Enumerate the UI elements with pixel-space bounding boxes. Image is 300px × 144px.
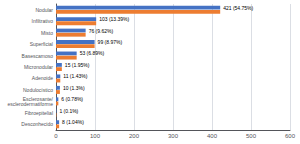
svg-text:300: 300 (168, 133, 179, 139)
svg-text:Basescamoso: Basescamoso (22, 53, 54, 59)
svg-text:8 (1.04%): 8 (1.04%) (62, 119, 84, 125)
svg-text:6 (0.78%): 6 (0.78%) (61, 96, 83, 102)
svg-text:Esclerosante/: Esclerosante/ (22, 95, 53, 102)
svg-text:400: 400 (207, 133, 218, 139)
svg-text:103 (13.39%): 103 (13.39%) (99, 16, 129, 22)
svg-text:0: 0 (54, 133, 58, 139)
svg-text:1 (0.1%): 1 (0.1%) (59, 108, 78, 114)
svg-text:500: 500 (246, 133, 257, 139)
svg-text:Superficial: Superficial (30, 41, 53, 47)
svg-text:Fibroepitelial: Fibroepitelial (25, 110, 53, 116)
svg-text:10 (1.3%): 10 (1.3%) (63, 85, 85, 91)
svg-text:99 (8.97%): 99 (8.97%) (98, 39, 123, 45)
svg-text:421 (54.75%): 421 (54.75%) (223, 5, 253, 11)
svg-text:Nodular: Nodular (35, 7, 53, 13)
svg-text:Micronodular: Micronodular (24, 64, 53, 70)
svg-text:15 (1.95%): 15 (1.95%) (65, 62, 90, 68)
svg-text:53 (6.89%): 53 (6.89%) (80, 50, 105, 56)
svg-text:Nodulocístico: Nodulocístico (23, 87, 53, 93)
svg-text:Infiltrativo: Infiltrativo (32, 18, 54, 24)
svg-text:600: 600 (285, 133, 296, 139)
svg-text:esclerodermatiforme: esclerodermatiforme (7, 101, 53, 107)
svg-text:200: 200 (129, 133, 140, 139)
svg-text:Desconhecido: Desconhecido (21, 121, 53, 127)
svg-text:76 (9.62%): 76 (9.62%) (89, 28, 114, 34)
svg-text:100: 100 (90, 133, 101, 139)
svg-text:Misto: Misto (41, 30, 53, 36)
svg-text:Adenoide: Adenoide (32, 75, 53, 81)
svg-text:11 (1.43%): 11 (1.43%) (63, 73, 87, 79)
